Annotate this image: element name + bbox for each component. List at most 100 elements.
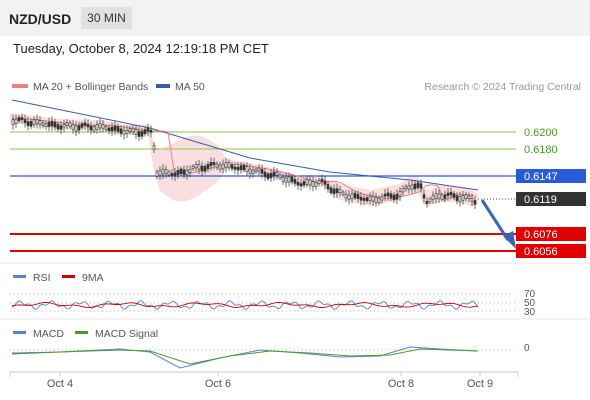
rsi-legend-swatch — [13, 275, 26, 278]
candle-body — [293, 179, 297, 184]
candle-body — [89, 125, 93, 131]
candle-body — [410, 184, 414, 190]
candle-body — [125, 130, 129, 134]
candle-body — [467, 195, 471, 199]
macd-line — [11, 346, 479, 369]
candle-body — [119, 128, 123, 134]
r2-label: 0.6200 — [524, 127, 558, 139]
candle-body — [314, 181, 318, 187]
timestamp: Tuesday, October 8, 2024 12:19:18 PM CET — [13, 41, 269, 56]
candle-body — [263, 171, 267, 178]
ma50-legend-label: MA 50 — [175, 81, 205, 93]
candle-body — [440, 194, 444, 200]
candle-body — [323, 180, 327, 185]
candle-body — [26, 121, 30, 127]
candle-body — [200, 165, 204, 172]
candle-body — [305, 179, 309, 185]
candle-body — [182, 169, 186, 175]
candle-body — [266, 173, 270, 180]
candle-body — [386, 192, 390, 197]
last-price-label: 0.6119 — [524, 194, 557, 206]
x-tick-oct9: Oct 9 — [467, 378, 493, 390]
s1-label: 0.6076 — [524, 229, 558, 241]
candle-body — [365, 197, 369, 202]
candle-body — [161, 168, 165, 175]
ma50-legend-swatch — [156, 84, 170, 88]
candle-body — [107, 127, 111, 131]
candle-body — [308, 179, 312, 186]
macd-signal-legend-label: MACD Signal — [95, 328, 158, 340]
candle-body — [176, 169, 180, 175]
x-tick-oct4: Oct 4 — [47, 378, 73, 390]
candle-body — [128, 128, 132, 132]
candle-body — [137, 131, 141, 137]
candle-body — [203, 165, 207, 172]
timeframe-button[interactable]: 30 MIN — [81, 7, 132, 29]
candle-body — [458, 196, 462, 202]
candle-body — [167, 171, 171, 176]
macd-signal-legend-swatch — [75, 331, 88, 334]
candle-body — [98, 122, 102, 129]
candle-body — [413, 183, 417, 190]
candle-body — [395, 193, 399, 200]
candle-body — [278, 174, 282, 178]
candle-body — [407, 185, 411, 190]
candle-body — [212, 162, 216, 165]
candle-body — [50, 120, 54, 127]
rsi-tick-30: 30 — [524, 307, 536, 318]
candle-body — [158, 170, 162, 176]
rsi-ma-legend-swatch — [62, 275, 75, 278]
candle-body — [194, 164, 198, 169]
candle-body — [185, 170, 189, 176]
candle-body — [473, 200, 477, 205]
candle-body — [83, 122, 87, 126]
candle-body — [329, 187, 333, 194]
candle-body — [227, 162, 231, 168]
candle-body — [230, 164, 234, 169]
candle-body — [398, 191, 402, 197]
candle-body — [452, 193, 456, 198]
candle-body — [338, 189, 342, 194]
s2-label: 0.6056 — [524, 246, 558, 258]
candle-body — [116, 126, 120, 132]
candle-body — [311, 181, 315, 187]
pair-title: NZD/USD — [9, 11, 72, 27]
rsi-tick-50: 50 — [524, 298, 536, 309]
candle-body — [56, 124, 60, 130]
forecast-arrow — [480, 199, 516, 249]
macd-signal-line — [11, 348, 479, 365]
candle-body — [419, 183, 423, 189]
candle-body — [215, 163, 219, 168]
level-lines — [10, 131, 516, 252]
macd-zero-label: 0 — [524, 343, 530, 354]
candle-body — [149, 129, 153, 133]
rsi-ma-line — [11, 301, 479, 308]
candle-body — [155, 171, 159, 177]
candle-body — [455, 195, 459, 201]
candle-body — [209, 162, 213, 167]
candle-body — [359, 196, 363, 201]
candle-body — [389, 193, 393, 199]
candle-body — [344, 194, 348, 199]
candle-body — [38, 120, 42, 125]
chart-area[interactable]: MA 20 + Bollinger Bands MA 50 Research ©… — [0, 60, 590, 400]
candle-body — [77, 125, 81, 131]
candle-body — [62, 124, 66, 128]
candle-body — [101, 123, 105, 129]
candle-body — [470, 198, 474, 202]
last-price-tag — [516, 192, 586, 206]
candle-body — [446, 192, 450, 196]
candle-body — [461, 195, 465, 201]
candle-body — [206, 164, 210, 170]
candle-body — [254, 168, 258, 172]
candle-body — [110, 126, 114, 132]
candle-body — [383, 193, 387, 197]
candle-body — [188, 169, 192, 174]
candle-body — [191, 166, 195, 170]
candle-body — [86, 123, 90, 128]
macd-legend-swatch — [13, 331, 26, 334]
candle-body — [104, 126, 108, 130]
candle-body — [152, 145, 156, 150]
candle-body — [14, 118, 18, 124]
candle-body — [341, 191, 345, 195]
